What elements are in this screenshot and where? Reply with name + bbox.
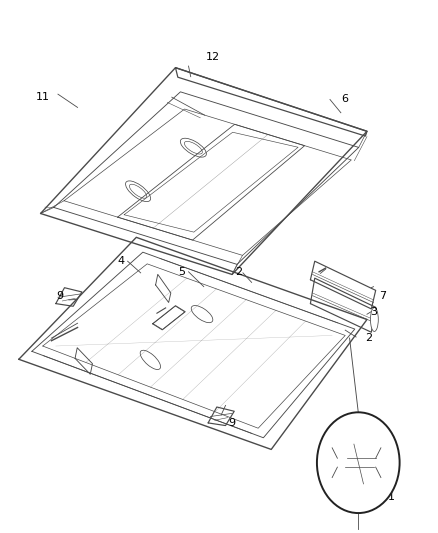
Text: 1: 1 — [388, 492, 394, 502]
Text: 3: 3 — [370, 306, 377, 317]
Text: 9: 9 — [57, 290, 64, 301]
Ellipse shape — [371, 308, 378, 332]
Text: 11: 11 — [36, 92, 50, 102]
Text: 4: 4 — [117, 256, 125, 266]
Text: 2: 2 — [366, 333, 373, 343]
Text: 12: 12 — [205, 52, 219, 62]
Circle shape — [317, 413, 399, 513]
Text: 6: 6 — [342, 94, 349, 104]
Text: 2: 2 — [235, 267, 242, 277]
Text: 9: 9 — [229, 418, 236, 428]
Text: 5: 5 — [179, 267, 186, 277]
Text: 7: 7 — [378, 290, 386, 301]
